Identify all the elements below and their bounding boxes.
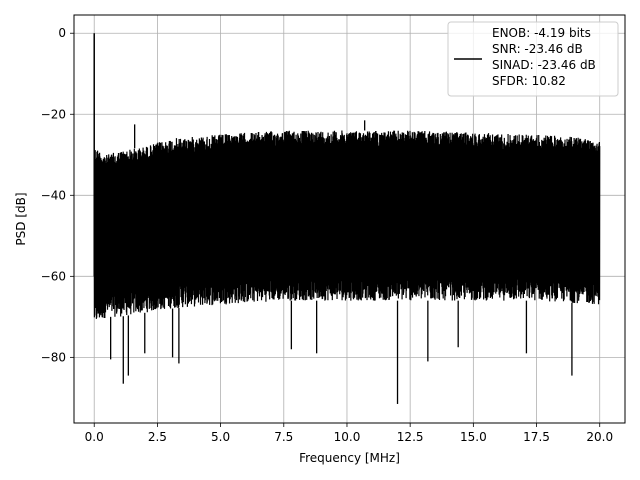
legend: ENOB: -4.19 bits SNR: -23.46 dB SINAD: -23…	[447, 21, 619, 97]
x-axis-label: Frequency [MHz]	[299, 451, 400, 465]
x-tick-label: 15.0	[460, 430, 487, 444]
legend-line-text: SINAD: -23.46 dB	[492, 58, 596, 72]
x-axis: 0.0 2.5 5.0 7.5 10.0 12.5 15.0 17.5 20.0	[85, 423, 613, 444]
x-tick-label: 7.5	[274, 430, 293, 444]
legend-entry-label: ENOB: -4.19 bits SNR: -23.46 dB SINAD: -23…	[492, 26, 596, 88]
y-tick-label: 0	[58, 26, 66, 40]
y-tick-label: −20	[41, 107, 66, 121]
y-tick-label: −40	[41, 188, 66, 202]
x-tick-label: 0.0	[85, 430, 104, 444]
psd-series-line	[93, 130, 601, 319]
series-group	[93, 33, 601, 404]
x-tick-label: 10.0	[334, 430, 361, 444]
x-tick-label: 2.5	[148, 430, 167, 444]
y-tick-label: −60	[41, 269, 66, 283]
x-tick-label: 12.5	[397, 430, 424, 444]
y-axis-label: PSD [dB]	[14, 192, 28, 245]
x-tick-label: 17.5	[523, 430, 550, 444]
legend-line-text: SFDR: 10.82	[492, 74, 566, 88]
legend-line-text: SNR: -23.46 dB	[492, 42, 583, 56]
x-tick-label: 20.0	[586, 430, 613, 444]
y-tick-label: −80	[41, 350, 66, 364]
y-axis: 0 −20 −40 −60 −80	[41, 26, 74, 364]
x-tick-label: 5.0	[211, 430, 230, 444]
legend-line-text: ENOB: -4.19 bits	[492, 26, 591, 40]
legend-box	[447, 21, 619, 97]
plot-frame	[73, 14, 626, 424]
